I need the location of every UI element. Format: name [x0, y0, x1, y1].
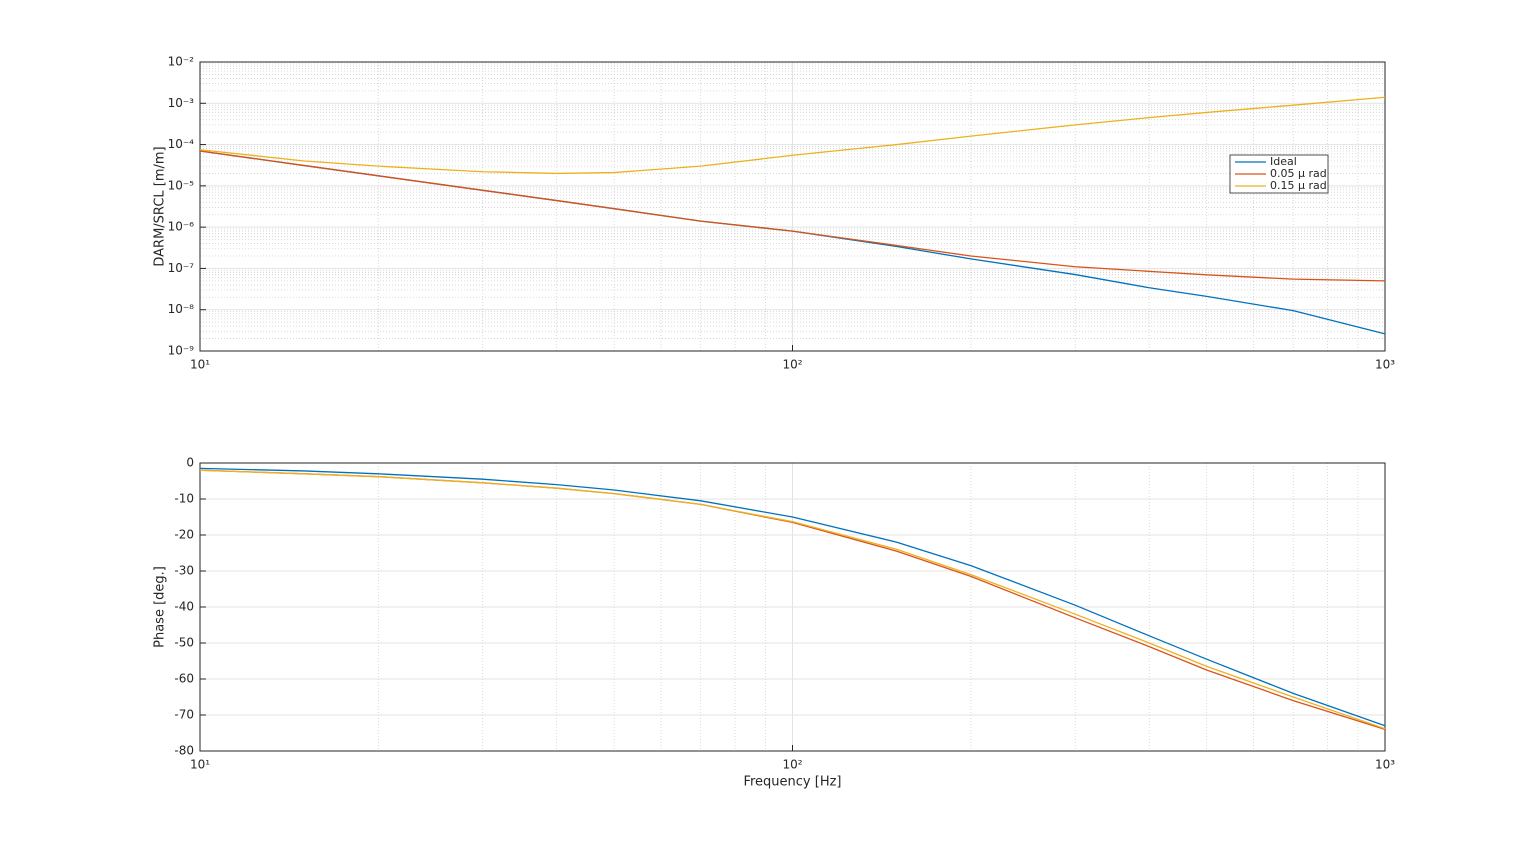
x-tick-label: 10²: [782, 758, 802, 772]
y-tick-label: -40: [174, 600, 194, 614]
y-axis-label: Phase [deg.]: [153, 566, 168, 648]
legend-label: 0.05 μ rad: [1270, 167, 1327, 180]
y-tick-label: 0: [186, 456, 194, 470]
y-tick-label: -20: [174, 528, 194, 542]
x-tick-label: 10³: [1375, 358, 1395, 372]
y-tick-label: -30: [174, 564, 194, 578]
y-tick-label: 10⁻⁵: [168, 178, 195, 192]
y-tick-label: -60: [174, 672, 194, 686]
axes-box: [199, 462, 1386, 752]
axes-box: [199, 61, 1386, 352]
x-tick-label: 10¹: [190, 758, 210, 772]
series-line: [199, 96, 1386, 175]
y-tick-label: -10: [174, 492, 194, 506]
y-tick-label: 10⁻⁷: [168, 261, 195, 275]
y-tick-label: 10⁻⁶: [168, 220, 195, 234]
y-tick-label: 10⁻³: [168, 96, 195, 110]
series-line: [199, 150, 1386, 282]
y-tick-label: 10⁻⁹: [168, 344, 195, 358]
legend-label: Ideal: [1270, 155, 1297, 168]
series-line: [199, 467, 1386, 727]
x-tick-label: 10¹: [190, 358, 210, 372]
y-tick-label: -70: [174, 708, 194, 722]
y-tick-label: -50: [174, 636, 194, 650]
x-tick-label: 10³: [1375, 758, 1395, 772]
y-tick-label: -80: [174, 744, 194, 758]
y-tick-label: 10⁻⁸: [168, 302, 195, 316]
x-tick-label: 10²: [782, 358, 802, 372]
x-axis-label: Frequency [Hz]: [743, 775, 841, 790]
y-axis-label: DARM/SRCL [m/m]: [153, 146, 168, 266]
legend-label: 0.15 μ rad: [1270, 179, 1327, 192]
y-tick-label: 10⁻⁴: [168, 137, 195, 151]
y-tick-label: 10⁻²: [168, 55, 195, 69]
series-line: [199, 469, 1386, 730]
